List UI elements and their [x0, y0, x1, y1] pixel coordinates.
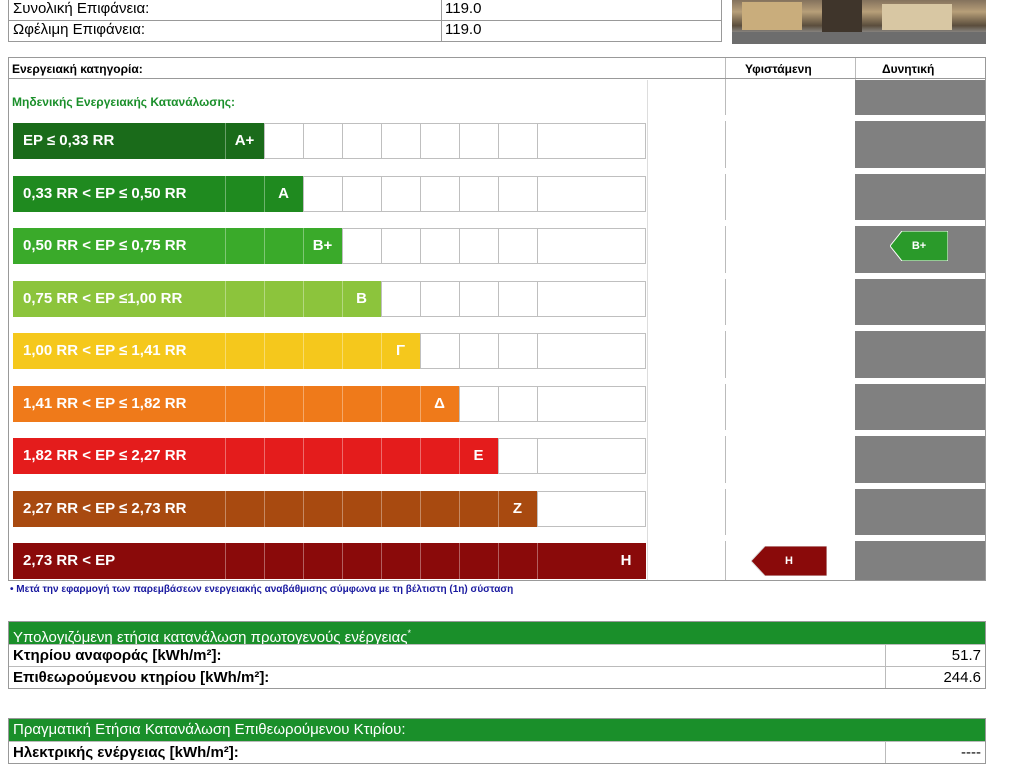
row-separator [647, 325, 985, 331]
reference-building-value: 51.7 [951, 647, 981, 664]
calculated-consumption-table: Υπολογιζόμενη ετήσια κατανάλωση πρωτογεν… [8, 621, 986, 689]
row-separator [647, 535, 985, 541]
header-potential: Δυνητική [882, 62, 935, 76]
energy-rating-frame: Ενεργειακή κατηγορία: Υφιστάμενη Δυνητικ… [8, 57, 986, 581]
electric-energy-label: Ηλεκτρικής ενέργειας [kWh/m²]: [13, 744, 239, 761]
building-photo [732, 0, 986, 44]
header-existing: Υφιστάμενη [745, 62, 812, 76]
row-separator [647, 430, 985, 436]
area-table: Συνολική Επιφάνεια: 119.0 Ωφέλιμη Επιφάν… [8, 0, 722, 42]
rating-band-letter: B+ [312, 237, 333, 254]
rating-band-3: 0,50 RR < EP ≤ 0,75 RR B+ [13, 228, 646, 264]
row-separator [647, 377, 985, 384]
rating-band-8: 2,27 RR < EP ≤ 2,73 RR Ζ [13, 490, 646, 527]
inspected-building-value: 244.6 [943, 669, 981, 686]
rating-band-range: 0,75 RR < EP ≤1,00 RR [23, 289, 183, 307]
rating-band-range: 0,33 RR < EP ≤ 0,50 RR [23, 184, 187, 202]
calculated-title-text: Υπολογιζόμενη ετήσια κατανάλωση πρωτογεν… [13, 629, 408, 646]
calculated-title: Υπολογιζόμενη ετήσια κατανάλωση πρωτογεν… [9, 622, 985, 646]
rating-band-letter: Ε [473, 447, 484, 464]
rating-band-4: 0,75 RR < EP ≤1,00 RR B [13, 280, 646, 317]
row-separator [647, 272, 985, 279]
rating-band-1: EP ≤ 0,33 RR A+ [13, 123, 646, 159]
reference-building-row: Κτηρίου αναφοράς [kWh/m²]: 51.7 [9, 644, 985, 666]
rating-band-range: 2,27 RR < EP ≤ 2,73 RR [23, 499, 187, 517]
electric-energy-row: Ηλεκτρικής ενέργειας [kWh/m²]: ---- [9, 741, 985, 763]
inspected-building-row: Επιθεωρούμενου κτηρίου [kWh/m²]: 244.6 [9, 666, 985, 688]
rating-band-9: 2,73 RR < EP Η [13, 543, 646, 579]
row-separator [647, 482, 985, 489]
rating-band-letter: Δ [434, 394, 445, 412]
rating-band-letter: B [356, 289, 367, 307]
existing-class-arrow: Η [751, 546, 827, 576]
existing-class-letter: Η [785, 555, 793, 567]
rating-band-letter: Ζ [512, 499, 523, 517]
rating-band-letter: Γ [395, 342, 406, 359]
rating-band-letter: A+ [234, 132, 255, 149]
rating-band-range: 0,50 RR < EP ≤ 0,75 RR [23, 237, 187, 254]
footnote: • Μετά την εφαρμογή των παρεμβάσεων ενερ… [10, 584, 514, 595]
rating-band-letter: A [278, 184, 289, 202]
row-separator [647, 115, 985, 121]
rating-band-range: 1,41 RR < EP ≤ 1,82 RR [23, 394, 187, 412]
row-separator [647, 220, 985, 226]
reference-building-label: Κτηρίου αναφοράς [kWh/m²]: [13, 647, 222, 664]
electric-energy-value: ---- [961, 744, 981, 761]
actual-title: Πραγματική Ετήσια Κατανάλωση Επιθεωρούμε… [9, 719, 985, 741]
inspected-building-label: Επιθεωρούμενου κτηρίου [kWh/m²]: [13, 669, 270, 686]
total-area-row: Συνολική Επιφάνεια: 119.0 [9, 0, 721, 21]
rating-band-range: 2,73 RR < EP [23, 552, 116, 569]
total-area-label: Συνολική Επιφάνεια: [13, 0, 150, 17]
rating-band-range: 1,82 RR < EP ≤ 2,27 RR [23, 447, 187, 464]
rating-band-range: 1,00 RR < EP ≤ 1,41 RR [23, 342, 187, 359]
rating-band-5: 1,00 RR < EP ≤ 1,41 RR Γ [13, 333, 646, 369]
rating-band-2: 0,33 RR < EP ≤ 0,50 RR A [13, 175, 646, 212]
rating-band-6: 1,41 RR < EP ≤ 1,82 RR Δ [13, 385, 646, 422]
rating-band-range: EP ≤ 0,33 RR [23, 132, 115, 149]
rating-band-7: 1,82 RR < EP ≤ 2,27 RR Ε [13, 438, 646, 474]
zero-consumption-label: Μηδενικής Ενεργειακής Κατανάλωσης: [12, 95, 236, 109]
potential-class-letter: B+ [911, 240, 927, 252]
useful-area-label: Ωφέλιμη Επιφάνεια: [13, 21, 146, 38]
useful-area-value: 119.0 [445, 21, 482, 38]
header-category: Ενεργειακή κατηγορία: [12, 62, 143, 76]
potential-class-arrow: B+ [890, 231, 948, 261]
calculated-title-mark: * [407, 628, 412, 638]
useful-area-row: Ωφέλιμη Επιφάνεια: 119.0 [9, 20, 721, 41]
rating-band-letter: Η [620, 552, 632, 569]
row-separator [647, 167, 985, 174]
actual-consumption-table: Πραγματική Ετήσια Κατανάλωση Επιθεωρούμε… [8, 718, 986, 764]
total-area-value: 119.0 [445, 0, 482, 17]
